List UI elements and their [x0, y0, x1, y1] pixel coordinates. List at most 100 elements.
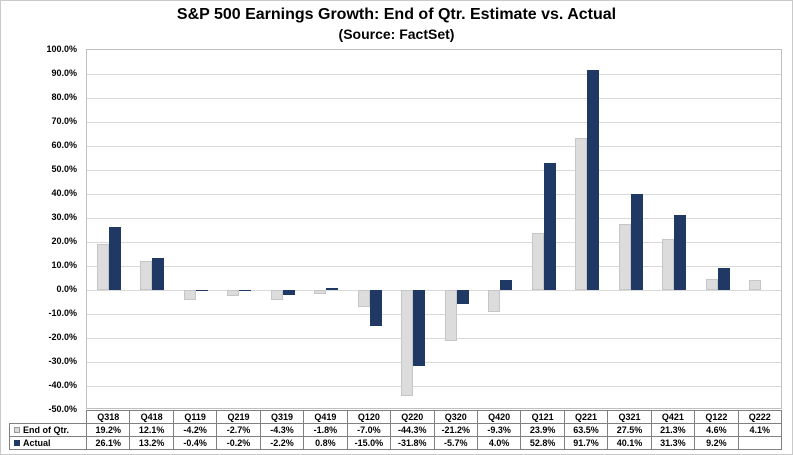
value-cell: -0.4%: [172, 436, 218, 450]
value-cell: 4.0%: [476, 436, 522, 450]
y-axis-label: 40.0%: [51, 187, 77, 198]
y-axis-label: 10.0%: [51, 259, 77, 270]
bar-actual-q421: [674, 214, 687, 290]
quarter-header-cell: Q119: [172, 410, 218, 424]
quarter-header-cell: Q320: [433, 410, 478, 424]
value-cell: 4.6%: [694, 423, 739, 437]
value-cell: -4.2%: [172, 423, 218, 437]
value-cell: 27.5%: [607, 423, 652, 437]
bar-end-of-qtr-q122: [705, 278, 718, 290]
value-cell: -4.3%: [259, 423, 305, 437]
quarter-header-cell: Q222: [737, 410, 783, 424]
value-cell: 26.1%: [85, 436, 131, 450]
grid-line: [87, 314, 781, 315]
grid-line: [87, 338, 781, 339]
quarter-header-cell: Q421: [650, 410, 696, 424]
value-cell: -21.2%: [433, 423, 478, 437]
bar-end-of-qtr-q222: [749, 280, 762, 290]
table-row: Actual 26.1% 13.2% -0.4% -0.2% -2.2% 0.8% -15.0…: [9, 436, 783, 450]
bar-end-of-qtr-q418: [140, 260, 153, 290]
bar-end-of-qtr-q321: [618, 224, 631, 290]
y-axis-label: 100.0%: [46, 43, 77, 54]
value-cell: 23.9%: [520, 423, 565, 437]
y-axis-label: 0.0%: [56, 283, 77, 294]
y-axis-label: 70.0%: [51, 115, 77, 126]
quarter-header-cell: Q219: [216, 410, 261, 424]
value-cell: 21.3%: [650, 423, 696, 437]
value-cell: -7.0%: [346, 423, 392, 437]
bar-end-of-qtr-q221: [575, 137, 588, 290]
y-axis-label: 20.0%: [51, 235, 77, 246]
quarter-header-cell: Q419: [303, 410, 348, 424]
quarter-header-cell: Q319: [259, 410, 305, 424]
legend-label: Actual: [23, 438, 51, 448]
y-axis-label: 60.0%: [51, 139, 77, 150]
quarter-header-cell: Q122: [694, 410, 739, 424]
value-cell: 0.8%: [303, 436, 348, 450]
quarter-header-cell: Q220: [390, 410, 435, 424]
value-cell: 12.1%: [129, 423, 174, 437]
bar-actual-q220: [413, 290, 426, 367]
value-cell: 19.2%: [85, 423, 131, 437]
grid-line: [87, 146, 781, 147]
grid-line: [87, 170, 781, 171]
bar-actual-q122: [717, 267, 730, 290]
chart-subtitle: (Source: FactSet): [338, 26, 455, 42]
value-cell: -15.0%: [346, 436, 392, 450]
quarter-header-cell: Q221: [563, 410, 609, 424]
bar-actual-q420: [500, 280, 513, 290]
bar-end-of-qtr-q320: [444, 290, 457, 341]
grid-line: [87, 218, 781, 219]
bar-end-of-qtr-q219: [227, 290, 240, 297]
quarter-header-cell: Q418: [129, 410, 174, 424]
value-cell: -5.7%: [433, 436, 478, 450]
bar-actual-q221: [587, 69, 600, 290]
quarter-header-cell: Q318: [85, 410, 131, 424]
quarter-header-cell: Q121: [520, 410, 565, 424]
bar-end-of-qtr-q318: [96, 243, 109, 290]
value-cell: -2.7%: [216, 423, 261, 437]
bar-actual-q121: [543, 163, 556, 290]
bar-actual-q419: [326, 288, 339, 290]
bar-actual-q119: [195, 290, 208, 291]
legend-label: End of Qtr.: [23, 425, 69, 435]
bar-actual-q321: [630, 193, 643, 290]
y-axis-label: 90.0%: [51, 67, 77, 78]
value-cell: 4.1%: [737, 423, 783, 437]
grid-line: [87, 362, 781, 363]
value-cell: 13.2%: [129, 436, 174, 450]
value-cell: -31.8%: [390, 436, 435, 450]
value-cell: -9.3%: [476, 423, 522, 437]
value-cell: 91.7%: [563, 436, 609, 450]
value-cell: [737, 436, 783, 450]
bar-actual-q320: [456, 290, 469, 304]
y-axis-label: 30.0%: [51, 211, 77, 222]
value-cell: -44.3%: [390, 423, 435, 437]
value-cell: 9.2%: [694, 436, 739, 450]
bar-end-of-qtr-q420: [488, 290, 501, 313]
y-axis-label: 80.0%: [51, 91, 77, 102]
bar-actual-q418: [152, 258, 165, 290]
y-axis-label: 50.0%: [51, 163, 77, 174]
y-axis-label: -10.0%: [48, 307, 77, 318]
grid-line: [87, 194, 781, 195]
bar-actual-q120: [369, 290, 382, 326]
grid-line: [87, 290, 781, 291]
value-cell: -2.2%: [259, 436, 305, 450]
grid-line: [87, 74, 781, 75]
bar-actual-q318: [108, 227, 121, 290]
plot-area: [86, 49, 782, 409]
chart-title: S&P 500 Earnings Growth: End of Qtr. Est…: [176, 6, 617, 23]
y-axis-label: -20.0%: [48, 331, 77, 342]
legend-cell-estimate: End of Qtr.: [9, 423, 87, 437]
quarter-header-cell: Q321: [607, 410, 652, 424]
table-row-quarters: Q318 Q418 Q119 Q219 Q319 Q419 Q120 Q220 Q320 Q420…: [9, 410, 783, 424]
value-cell: 63.5%: [563, 423, 609, 437]
bar-end-of-qtr-q120: [357, 290, 370, 307]
quarter-header-cell: Q420: [476, 410, 522, 424]
y-axis-label: -40.0%: [48, 379, 77, 390]
bar-end-of-qtr-q319: [270, 290, 283, 301]
value-cell: 31.3%: [650, 436, 696, 450]
bar-end-of-qtr-q421: [662, 238, 675, 290]
